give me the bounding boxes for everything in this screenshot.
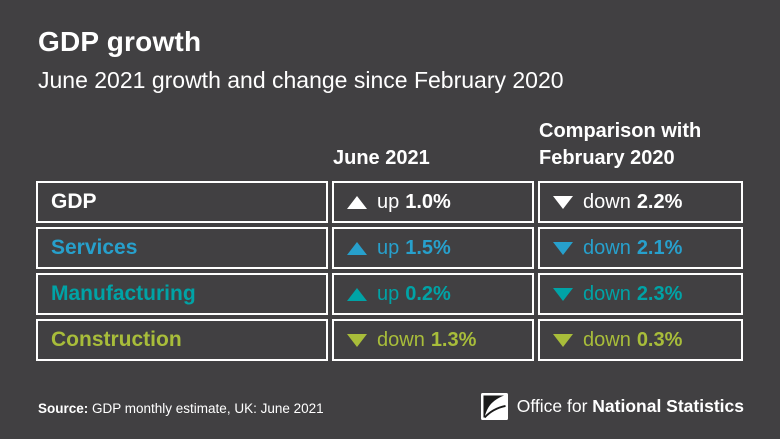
ons-logo-text-regular: Office for	[516, 396, 593, 416]
ons-logo-text: Office for National Statistics	[517, 396, 744, 417]
table-cell-services-june: up 1.5%	[332, 227, 534, 269]
triangle-down-icon	[553, 195, 573, 209]
change-direction-label: up	[377, 236, 400, 259]
triangle-down-icon	[553, 241, 573, 255]
change-direction-label: up	[377, 282, 400, 305]
change-value: 2.3%	[636, 282, 683, 305]
table-cell-gdp-label: GDP	[36, 181, 328, 223]
ons-logo-text-bold: National Statistics	[592, 396, 744, 416]
source-text: GDP monthly estimate, UK: June 2021	[88, 401, 324, 416]
triangle-up-icon	[347, 241, 367, 255]
column-header-june-2021: June 2021	[333, 147, 430, 169]
triangle-up-icon	[347, 287, 367, 301]
change-direction-label: down	[377, 328, 425, 351]
change-direction-label: down	[583, 328, 631, 351]
triangle-down-icon	[347, 333, 367, 347]
source-note: Source: GDP monthly estimate, UK: June 2…	[38, 401, 324, 416]
triangle-up-icon	[347, 195, 367, 209]
change-value: 2.2%	[636, 190, 683, 213]
table-cell-construction-feb: down 0.3%	[538, 319, 743, 361]
change-direction-label: down	[583, 190, 631, 213]
gdp-growth-table: GDP up 1.0% down 2.2% Services up 1.5% d…	[36, 181, 743, 361]
table-cell-manufacturing-label: Manufacturing	[36, 273, 328, 315]
column-header-comparison: Comparison with February 2020	[539, 120, 702, 169]
table-cell-services-feb: down 2.1%	[538, 227, 743, 269]
triangle-down-icon	[553, 287, 573, 301]
page-title: GDP growth	[38, 26, 202, 57]
table-cell-gdp-feb: down 2.2%	[538, 181, 743, 223]
row-label: Manufacturing	[51, 282, 196, 305]
triangle-down-icon	[553, 333, 573, 347]
change-direction-label: up	[377, 190, 400, 213]
source-label: Source:	[38, 401, 89, 416]
ons-logo-icon	[480, 393, 508, 420]
change-direction-label: down	[583, 282, 631, 305]
table-cell-services-label: Services	[36, 227, 328, 269]
table-cell-manufacturing-june: up 0.2%	[332, 273, 534, 315]
change-direction-label: down	[583, 236, 631, 259]
row-label: Services	[51, 236, 138, 259]
change-value: 1.0%	[405, 190, 451, 213]
page-subtitle: June 2021 growth and change since Februa…	[38, 67, 564, 93]
change-value: 2.1%	[636, 236, 683, 259]
table-cell-construction-june: down 1.3%	[332, 319, 534, 361]
ons-logo: Office for National Statistics	[480, 393, 744, 420]
change-value: 0.2%	[405, 282, 451, 305]
table-cell-construction-label: Construction	[36, 319, 328, 361]
table-cell-manufacturing-feb: down 2.3%	[538, 273, 743, 315]
row-label: Construction	[51, 328, 182, 351]
change-value: 1.3%	[430, 328, 477, 351]
change-value: 0.3%	[636, 328, 683, 351]
row-label: GDP	[51, 190, 97, 213]
table-cell-gdp-june: up 1.0%	[332, 181, 534, 223]
change-value: 1.5%	[405, 236, 451, 259]
